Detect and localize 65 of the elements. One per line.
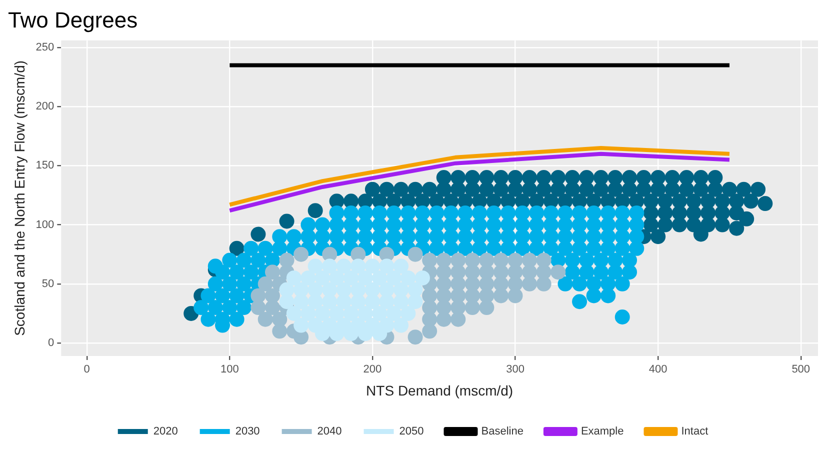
legend-label: 2040	[317, 426, 342, 438]
point	[344, 270, 359, 286]
legend-label: Intact	[681, 426, 708, 438]
point	[379, 258, 394, 274]
point	[386, 270, 402, 286]
x-tick-label: 500	[792, 364, 810, 376]
point	[286, 270, 302, 286]
point	[372, 270, 388, 286]
point	[314, 326, 330, 342]
point	[286, 306, 302, 321]
point	[294, 318, 309, 333]
point	[329, 306, 344, 321]
point	[344, 306, 359, 321]
legend-label: 2030	[235, 426, 260, 438]
point	[329, 326, 344, 342]
y-tick-label: 200	[36, 100, 54, 113]
point	[386, 306, 402, 321]
legend-label: 2050	[399, 426, 424, 438]
point	[344, 326, 359, 342]
point	[300, 306, 316, 321]
point	[358, 270, 373, 286]
x-tick-label: 200	[363, 364, 382, 376]
point	[336, 258, 352, 274]
point	[322, 258, 338, 274]
y-tick-label: 50	[42, 278, 54, 290]
legend-label: 2020	[153, 426, 178, 438]
point	[308, 258, 323, 274]
point	[279, 294, 294, 310]
point	[322, 294, 338, 310]
point	[400, 306, 416, 321]
point	[408, 294, 423, 310]
point	[358, 306, 373, 321]
y-tick-label: 250	[36, 42, 54, 54]
point	[308, 294, 323, 310]
x-tick-label: 0	[84, 364, 90, 376]
point	[314, 270, 330, 286]
legend-label: Baseline	[481, 426, 524, 438]
point	[394, 258, 409, 274]
y-tick-label: 100	[36, 218, 54, 231]
x-tick-label: 400	[648, 364, 668, 376]
point	[414, 270, 430, 286]
point	[364, 294, 380, 310]
x-tick-label: 100	[220, 364, 239, 376]
point	[379, 294, 394, 310]
point	[372, 326, 388, 342]
point	[336, 294, 352, 310]
point	[372, 306, 388, 321]
legend-label: Example	[580, 426, 624, 438]
y-axis-title: Scotland and the North Entry Flow (mscm/d)	[11, 60, 28, 336]
y-tick-label: 150	[36, 160, 54, 172]
point	[394, 294, 409, 310]
point	[329, 270, 344, 286]
point	[400, 270, 416, 286]
point	[350, 258, 366, 274]
y-tick-label: 0	[48, 337, 54, 350]
point	[350, 294, 366, 310]
point	[300, 270, 316, 286]
x-tick-label: 300	[506, 364, 524, 376]
chart-title: Two Degrees	[8, 7, 138, 32]
point	[364, 258, 380, 274]
point	[358, 326, 373, 342]
point	[294, 294, 309, 310]
point	[394, 318, 409, 333]
x-axis-title: NTS Demand (mscm/d)	[366, 382, 514, 398]
point	[314, 306, 330, 321]
